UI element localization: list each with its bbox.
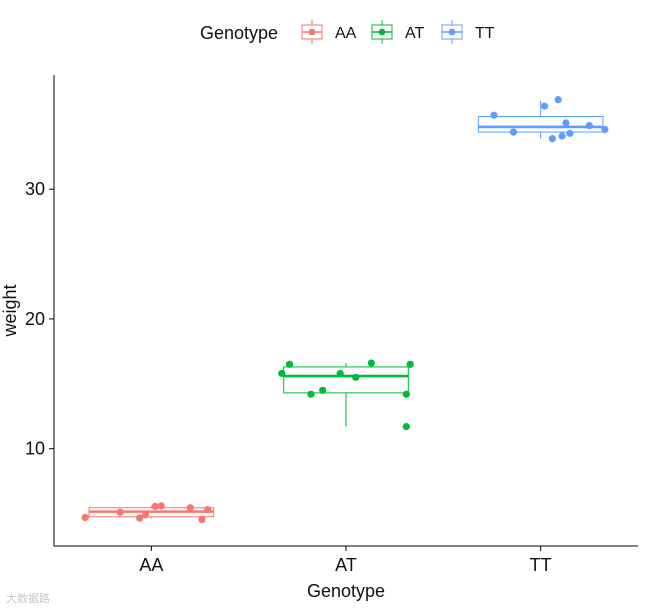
point-TT-4	[562, 119, 570, 127]
legend-title: Genotype	[200, 23, 278, 43]
legend-entry-AA: AA	[301, 20, 357, 44]
point-TT-5	[548, 134, 556, 143]
y-tick-label-20: 20	[25, 309, 45, 329]
point-AA-5	[157, 502, 165, 510]
point-TT-1	[509, 128, 518, 136]
x-axis-title: Genotype	[307, 581, 385, 601]
legend-entry-TT: TT	[441, 20, 495, 44]
legend-key-point-AA	[308, 28, 316, 36]
legend-label-AT: AT	[405, 25, 424, 42]
point-AT-8	[402, 423, 410, 431]
x-tick-label-TT: TT	[530, 555, 552, 575]
point-TT-8	[585, 122, 593, 130]
point-AT-4	[336, 369, 344, 378]
box-TT	[477, 116, 604, 133]
watermark: 大数据路	[6, 593, 50, 605]
point-AT-3	[319, 386, 327, 394]
point-AT-1	[285, 360, 294, 368]
axes: 10 20 30 AA AT TT	[25, 75, 638, 575]
point-AT-9	[406, 360, 414, 368]
legend-key-point-TT	[448, 28, 456, 36]
point-TT-3	[554, 96, 562, 104]
point-TT-9	[601, 125, 609, 134]
point-AA-8	[204, 506, 212, 514]
point-AT-5	[352, 373, 360, 381]
plot-area	[81, 96, 609, 524]
series-AT	[278, 359, 414, 431]
y-tick-label-30: 30	[25, 179, 45, 199]
x-tick-label-AA: AA	[139, 555, 163, 575]
box-AT	[283, 366, 409, 394]
legend-entry-AT: AT	[371, 20, 424, 44]
point-AT-2	[307, 390, 315, 398]
point-TT-2	[540, 102, 549, 110]
point-AA-6	[186, 504, 194, 512]
legend: Genotype AA AT TT	[200, 20, 495, 44]
legend-key-point-AT	[378, 28, 386, 36]
point-TT-7	[566, 129, 574, 137]
point-TT-0	[490, 111, 498, 119]
series-TT	[477, 96, 609, 143]
point-AT-0	[278, 369, 286, 378]
point-AA-3	[141, 511, 150, 519]
legend-label-AA: AA	[335, 25, 357, 42]
y-axis-title: weight	[0, 284, 20, 337]
point-AT-6	[367, 359, 375, 367]
series-AA	[81, 502, 215, 524]
point-AA-1	[116, 508, 124, 516]
point-AA-2	[136, 514, 144, 522]
point-AT-7	[402, 390, 410, 398]
y-tick-label-10: 10	[25, 439, 45, 459]
point-AA-7	[198, 515, 206, 524]
x-tick-label-AT: AT	[335, 555, 357, 575]
point-AA-0	[81, 513, 89, 522]
point-TT-6	[558, 132, 566, 140]
legend-label-TT: TT	[475, 25, 495, 42]
point-AA-4	[151, 502, 159, 511]
